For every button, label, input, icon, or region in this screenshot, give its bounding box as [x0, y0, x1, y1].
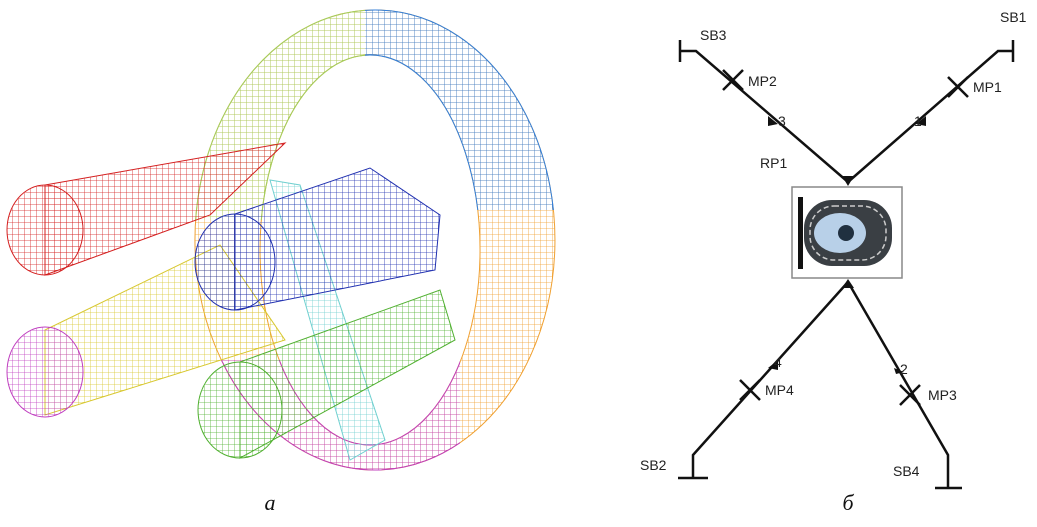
label-sb3: SB3	[700, 27, 727, 43]
label-mp2: MP2	[748, 73, 777, 89]
label-1: 1	[914, 113, 922, 129]
rp1-icon-bar	[798, 197, 803, 269]
branch-sb4	[848, 282, 962, 488]
label-sb4: SB4	[893, 463, 920, 479]
mesh-model	[7, 10, 555, 470]
label-4: 4	[774, 354, 782, 370]
mp2-mark	[723, 70, 743, 90]
label-mp3: MP3	[928, 387, 957, 403]
label-sb2: SB2	[640, 457, 667, 473]
rp1-icon-hub	[838, 225, 854, 241]
branch-sb2	[678, 282, 848, 478]
label-3: 3	[778, 113, 786, 129]
label-rp1: RP1	[760, 155, 787, 171]
label-mp1: MP1	[973, 79, 1002, 95]
scheme	[678, 40, 1013, 488]
label-sb1: SB1	[1000, 9, 1027, 25]
arrow	[842, 176, 854, 186]
mp4-mark	[740, 380, 760, 400]
caption-a: а	[265, 490, 276, 515]
arrow	[842, 279, 854, 288]
label-mp4: MP4	[765, 382, 794, 398]
figure: а SB3 SB1 MP2 MP1 3 1 RP1 4 2 MP4 MP3 SB…	[0, 0, 1037, 527]
label-2: 2	[900, 361, 908, 377]
mp1-mark	[948, 77, 968, 97]
branch-sb1	[848, 40, 1013, 182]
caption-b: б	[842, 490, 854, 515]
